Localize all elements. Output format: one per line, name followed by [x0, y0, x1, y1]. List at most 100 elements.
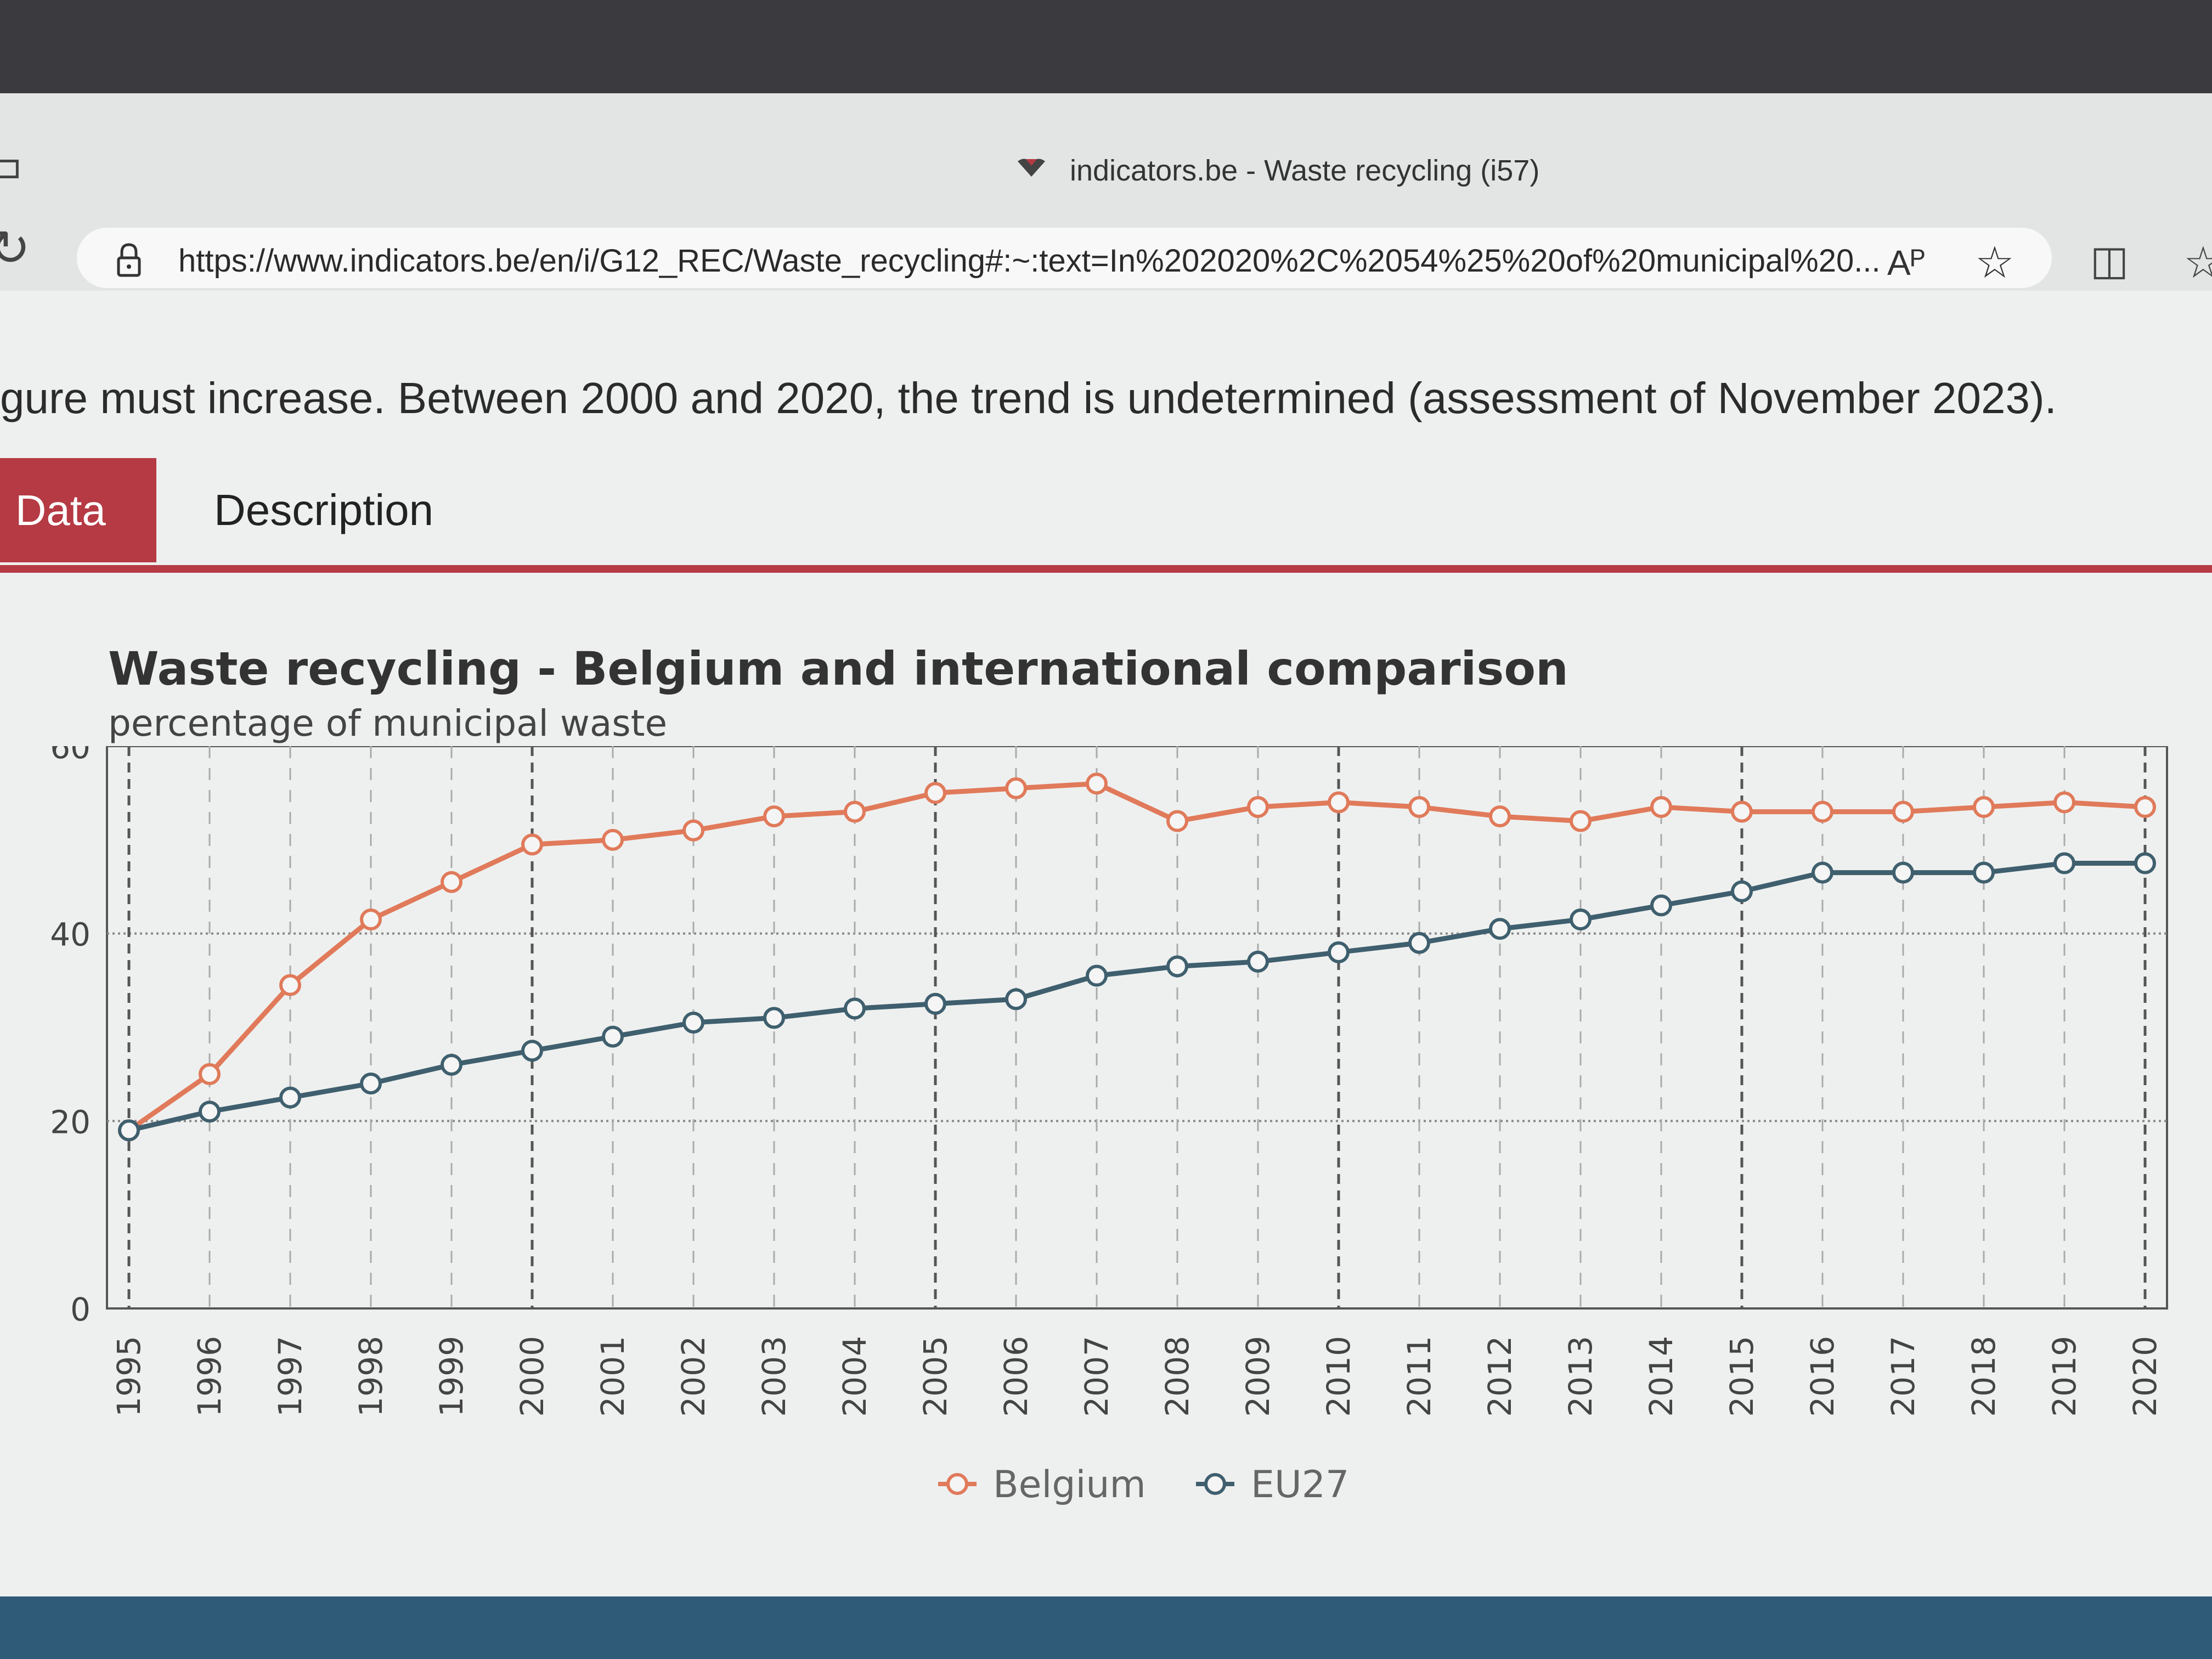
data-point-belgium [1570, 810, 1592, 832]
x-tick-label: 2014 [1643, 1336, 1680, 1417]
x-tick-label: 2009 [1239, 1336, 1277, 1417]
data-point-belgium [844, 800, 866, 823]
reload-icon[interactable]: ↻ [0, 221, 31, 276]
x-tick-label: 2005 [917, 1336, 954, 1417]
data-point-belgium [1086, 772, 1108, 795]
data-point-belgium [682, 819, 704, 842]
data-point-belgium [1166, 810, 1188, 832]
data-point-eu27 [1328, 941, 1350, 963]
y-tick-label: 0 [70, 1291, 91, 1328]
data-point-belgium [360, 909, 382, 931]
tab-bar: Data Description [0, 458, 2212, 573]
data-point-eu27 [1408, 932, 1430, 954]
data-point-eu27 [844, 997, 866, 1020]
data-point-eu27 [441, 1053, 462, 1076]
data-point-eu27 [1892, 861, 1914, 884]
data-point-belgium [441, 871, 462, 893]
x-tick-label: 2001 [594, 1336, 631, 1417]
data-point-belgium [521, 833, 543, 856]
x-tick-label: 2000 [514, 1336, 551, 1417]
data-point-eu27 [1731, 880, 1753, 902]
lock-icon[interactable] [115, 241, 143, 280]
x-tick-label: 1997 [272, 1336, 309, 1417]
favorites-icon[interactable]: ☆ [2183, 238, 2212, 287]
read-aloud-icon[interactable]: Aᴾ [1887, 243, 1926, 283]
data-point-belgium [763, 805, 785, 828]
data-point-belgium [2134, 796, 2156, 819]
x-tick-label: 2016 [1804, 1336, 1841, 1417]
data-point-eu27 [924, 992, 946, 1015]
y-tick-label: 60 [50, 746, 91, 766]
data-point-belgium [1812, 800, 1833, 823]
data-point-eu27 [2134, 852, 2156, 874]
url-text[interactable]: https://www.indicators.be/en/i/G12_REC/W… [178, 243, 1881, 279]
title-bar: ⊐ indicators.be - Waste recycling (i57) [0, 93, 2212, 209]
browser-window: ⊐ indicators.be - Waste recycling (i57) … [0, 93, 2212, 1596]
data-point-belgium [2053, 791, 2075, 814]
data-point-eu27 [1973, 861, 1995, 884]
x-tick-label: 2003 [755, 1336, 793, 1417]
assessment-text: gure must increase. Between 2000 and 202… [0, 374, 2057, 422]
x-tick-label: 2010 [1320, 1336, 1357, 1417]
data-point-eu27 [1086, 964, 1108, 987]
data-point-eu27 [2053, 852, 2075, 874]
data-point-eu27 [521, 1040, 543, 1062]
split-screen-icon[interactable]: ◫ [2090, 238, 2129, 283]
line-chart: 0 20 40 60 1995 1996 1997 1998 1999 2000 2001 2002 2… [50, 746, 2168, 1506]
x-tick-label: 1998 [352, 1336, 390, 1417]
data-point-belgium [924, 782, 946, 804]
x-tick-label: 2017 [1884, 1336, 1922, 1417]
x-tick-label: 1996 [191, 1336, 228, 1417]
site-favicon-icon [1018, 159, 1045, 177]
chart-title: Waste recycling - Belgium and internatio… [108, 642, 1568, 696]
x-tick-label: 1995 [110, 1336, 148, 1417]
tab-data[interactable]: Data [0, 458, 156, 562]
chart-subtitle: percentage of municipal waste [108, 702, 668, 744]
x-tick-label: 2004 [836, 1336, 873, 1417]
x-tick-label: 2019 [2046, 1336, 2083, 1417]
tab-title[interactable]: indicators.be - Waste recycling (i57) [1070, 154, 1540, 187]
x-tick-label: 2013 [1562, 1336, 1599, 1417]
x-tick-label: 2006 [997, 1336, 1035, 1417]
data-point-eu27 [199, 1101, 221, 1123]
legend-swatch-marker [946, 1473, 968, 1495]
y-tick-label: 40 [50, 916, 91, 953]
data-point-belgium [199, 1063, 221, 1085]
data-point-eu27 [1247, 950, 1269, 973]
x-tick-label: 2007 [1078, 1336, 1115, 1417]
data-point-belgium [1247, 796, 1269, 819]
data-point-eu27 [763, 1007, 785, 1029]
data-point-belgium [1892, 800, 1914, 823]
x-tick-label: 2015 [1723, 1336, 1760, 1417]
tab-description[interactable]: Description [214, 486, 434, 534]
x-tick-label: 2020 [2126, 1336, 2164, 1417]
data-point-belgium [1731, 800, 1753, 823]
x-tick-label: 2011 [1401, 1336, 1438, 1417]
legend-label: Belgium [993, 1463, 1146, 1506]
x-tick-label: 2002 [675, 1336, 712, 1417]
data-point-belgium [602, 828, 624, 851]
data-point-eu27 [1005, 988, 1027, 1011]
data-point-eu27 [1166, 955, 1188, 978]
favorite-star-icon[interactable]: ☆ [1975, 238, 2015, 287]
taskbar [0, 1596, 2212, 1659]
x-tick-label: 2008 [1159, 1336, 1196, 1417]
data-point-eu27 [118, 1119, 140, 1142]
plot-area [106, 746, 2168, 1310]
data-point-eu27 [1812, 861, 1833, 884]
data-point-belgium [1650, 796, 1672, 819]
x-tick-label: 2018 [1965, 1336, 2002, 1417]
page-content: gure must increase. Between 2000 and 202… [0, 291, 2212, 1596]
x-tick-label: 1999 [433, 1336, 470, 1417]
address-bar[interactable] [77, 228, 2052, 288]
y-tick-label: 20 [50, 1103, 91, 1141]
sidebar-toggle-icon[interactable]: ⊐ [0, 149, 22, 185]
legend-label: EU27 [1251, 1463, 1349, 1506]
data-point-eu27 [279, 1086, 301, 1109]
data-point-eu27 [1650, 894, 1672, 917]
data-point-eu27 [360, 1073, 382, 1094]
data-point-eu27 [1489, 918, 1511, 940]
data-point-belgium [1328, 791, 1350, 814]
data-point-belgium [1489, 805, 1511, 828]
series-line-belgium [127, 781, 2146, 1133]
